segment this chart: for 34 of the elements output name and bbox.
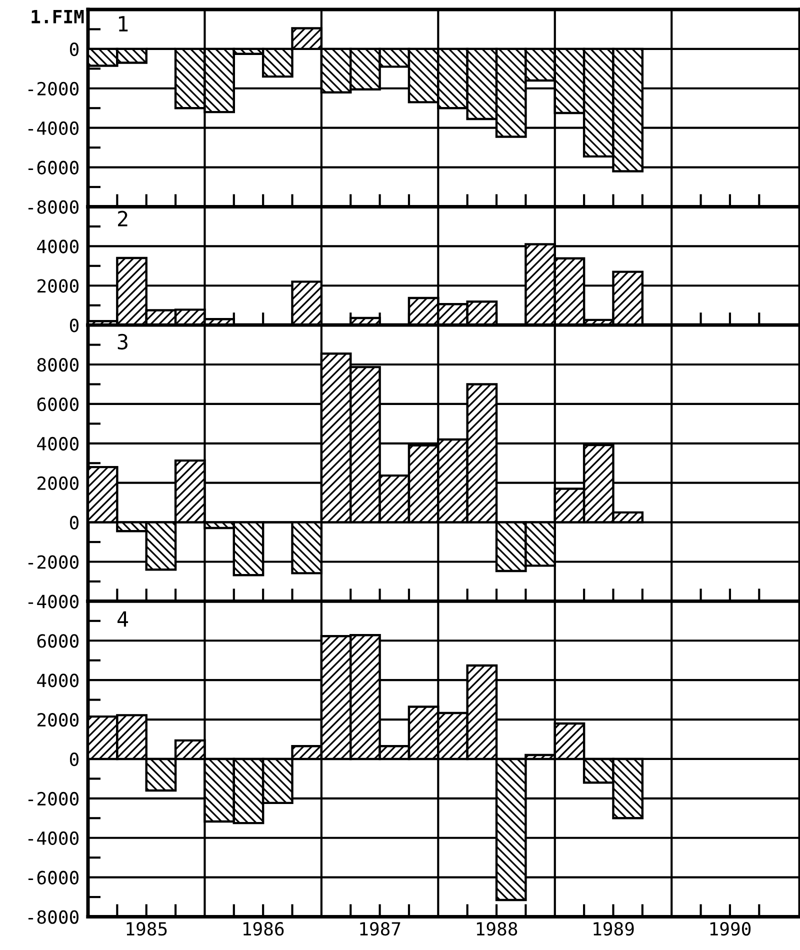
y-tick-label: 4000	[37, 240, 78, 254]
x-tick-label: 1989	[594, 922, 634, 936]
y-tick-label: 6000	[37, 634, 78, 648]
y-tick-label: 2000	[38, 279, 78, 293]
y-tick-label: 6000	[37, 397, 78, 412]
x-tick-label: 1990	[710, 922, 751, 936]
y-tick-label: -2000	[28, 792, 78, 806]
y-tick-label: -4000	[28, 831, 78, 846]
chart-title: 1.FIM	[32, 10, 84, 24]
annotation: 1	[118, 16, 128, 32]
y-tick-label: -6000	[28, 160, 78, 174]
y-tick-label: 0	[70, 752, 78, 766]
y-tick-label: 0	[70, 516, 78, 530]
y-tick-label: -4000	[28, 121, 78, 135]
annotation: 3	[118, 334, 128, 350]
y-tick-label: 4000	[37, 436, 78, 451]
y-tick-label: 2000	[38, 476, 78, 490]
y-tick-label: 8000	[37, 358, 78, 372]
y-tick-label: 4000	[37, 674, 78, 688]
y-tick-label: -6000	[28, 870, 78, 884]
y-tick-label: -4000	[28, 594, 78, 608]
y-tick-label: -2000	[28, 555, 78, 569]
y-tick-label: 0	[70, 318, 78, 332]
y-tick-label: -8000	[28, 910, 78, 924]
x-tick-label: 1986	[244, 922, 284, 936]
x-tick-label: 1988	[476, 922, 518, 936]
x-tick-label: 1985	[126, 922, 167, 936]
y-tick-label: 0	[70, 42, 78, 56]
annotation: 2	[118, 210, 128, 226]
y-tick-label: -8000	[28, 200, 78, 214]
x-tick-label: 1987	[360, 922, 400, 936]
y-tick-label: -2000	[28, 82, 78, 96]
y-tick-label: 2000	[38, 713, 78, 727]
annotation: 4	[118, 611, 128, 627]
